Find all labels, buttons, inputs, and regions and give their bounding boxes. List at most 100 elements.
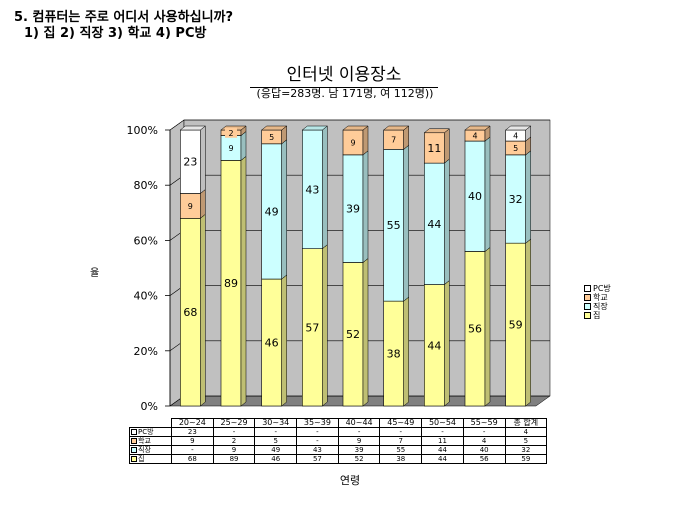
data-label-bg: [345, 201, 361, 215]
data-label: 56: [468, 323, 482, 336]
question-options: 1) 집 2) 직장 3) 학교 4) PC방: [24, 26, 207, 41]
table-row: PC방 23- - - - - - -4: [129, 427, 548, 437]
data-label-bg: [184, 200, 197, 211]
data-label: 55: [387, 219, 401, 232]
data-label: 7: [391, 136, 396, 145]
x-tick-label: 45~49: [379, 418, 423, 428]
table-cell: -: [171, 445, 214, 455]
y-tick-label: 20%: [134, 345, 158, 358]
data-label: 89: [224, 277, 238, 290]
chart-subtitle: (응답=283명. 남 171명, 여 112명)): [256, 87, 434, 100]
bar-segment-side: [281, 139, 287, 280]
legend-swatch: [584, 312, 591, 319]
table-cell: 39: [337, 445, 381, 455]
data-label-bg: [304, 320, 321, 334]
table-row-label: 직장: [129, 445, 172, 455]
bar-segment-side: [362, 257, 369, 407]
table-row-name: 직장: [138, 446, 151, 454]
data-label-bg: [387, 134, 400, 145]
legend-swatch: [584, 303, 591, 310]
table-row-name: PC방: [138, 428, 154, 436]
table-cell: 44: [421, 454, 464, 464]
data-label-bg: [385, 218, 402, 232]
table-cell: -: [296, 427, 339, 437]
question-title: 5. 컴퓨터는 주로 어디서 사용하십니까?: [14, 10, 234, 25]
data-label: 68: [183, 306, 197, 319]
data-label-bg: [509, 142, 522, 153]
bar-segment-side: [322, 125, 328, 250]
bar-segment-top: [260, 125, 288, 131]
bar-segment-side: [200, 125, 206, 195]
bar-segment-side: [444, 158, 450, 286]
data-label-bg: [509, 130, 522, 141]
y-tick-label: 80%: [134, 179, 158, 192]
data-label-bg: [467, 321, 483, 335]
legend-label: 직장: [593, 302, 608, 311]
bar-segment-side: [240, 130, 247, 161]
y-tick-label: 60%: [134, 234, 158, 247]
chart-title: 인터넷 이용장소: [250, 60, 438, 88]
table-cell: 32: [504, 445, 548, 455]
table-cell: -: [212, 427, 256, 437]
bar-segment-side: [403, 144, 409, 302]
table-cell: 46: [254, 454, 298, 464]
data-label: 4: [472, 132, 477, 141]
table-row-name: 학교: [138, 437, 151, 445]
table-cell: 38: [379, 454, 423, 464]
bar-segment-top: [504, 125, 532, 131]
bar-segment-side: [281, 274, 287, 407]
bar-segment-side: [200, 188, 206, 219]
table-row-label: 집: [129, 454, 172, 464]
table-row-label: 학교: [129, 436, 172, 446]
data-label: 49: [265, 205, 279, 218]
y-tick-label: 100%: [127, 124, 158, 137]
x-tick-label: 55~59: [462, 418, 506, 428]
table-row-name: 집: [138, 455, 145, 463]
data-label: 5: [513, 144, 518, 153]
data-label: 5: [269, 133, 274, 142]
legend-item: PC방: [584, 284, 611, 293]
table-swatch: [131, 456, 137, 462]
y-axis-label: 율: [90, 268, 100, 279]
bar-segment-top: [179, 125, 207, 131]
data-label: 43: [305, 183, 319, 196]
data-label: 52: [346, 328, 360, 341]
data-label-bg: [304, 182, 321, 196]
table-row-label: PC방: [129, 427, 172, 437]
table-cell: 52: [337, 454, 381, 464]
data-label: 9: [188, 202, 193, 211]
table-swatch: [131, 429, 137, 435]
data-label-bg: [345, 327, 361, 341]
x-tick-label: 35~39: [296, 418, 339, 428]
table-cell: 5: [504, 436, 548, 446]
data-label-bg: [385, 346, 402, 360]
data-label-bg: [507, 192, 524, 205]
data-label-bg: [507, 317, 524, 331]
legend-swatch: [584, 285, 591, 292]
table-cell: -: [379, 427, 423, 437]
table-swatch: [131, 438, 137, 444]
data-label-bg: [182, 154, 199, 168]
table-cell: 68: [171, 454, 214, 464]
bar-segment-top: [464, 125, 491, 131]
x-tick-label: 30~34: [254, 418, 298, 428]
data-label: 11: [427, 142, 441, 155]
table-cell: -: [254, 427, 298, 437]
data-table: 20~24 25~29 30~34 35~39 40~44 45~49 50~54 55~59…: [129, 418, 548, 464]
x-tick-label: 총 합계: [504, 418, 548, 428]
table-cell: 4: [504, 427, 548, 437]
table-cell: -: [337, 427, 381, 437]
data-label-bg: [182, 305, 199, 319]
table-swatch: [131, 447, 137, 453]
table-cell: 59: [504, 454, 548, 464]
bar-segment-side: [525, 238, 531, 407]
legend-label: 집: [593, 311, 601, 320]
legend-item: 직장: [584, 302, 611, 311]
bar-segment-top: [342, 125, 369, 131]
bar-segment-side: [200, 213, 206, 407]
bar-segment-top: [382, 125, 410, 131]
data-label-bg: [467, 189, 483, 203]
data-label-bg: [347, 137, 359, 148]
table-cell: 89: [212, 454, 256, 464]
table-cell: 23: [171, 427, 214, 437]
